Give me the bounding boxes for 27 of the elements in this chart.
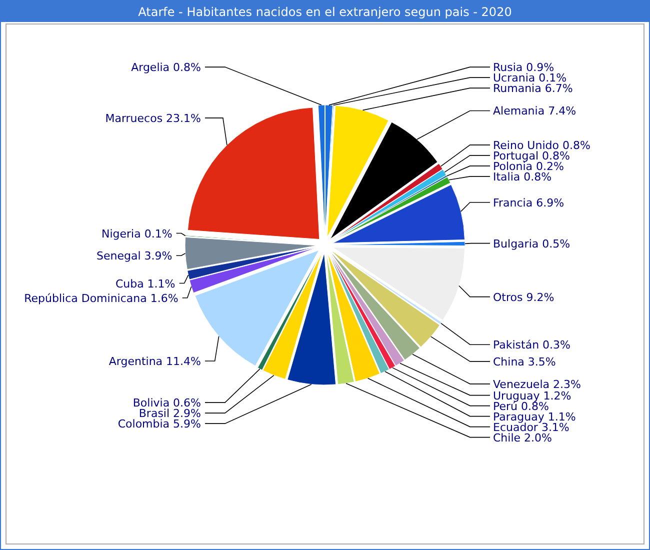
chart-title: Atarfe - Habitantes nacidos en el extranjero segun pais - 2020 xyxy=(138,5,512,19)
slice-label: Argentina 11.4% xyxy=(108,355,201,368)
slice-label: Rusia 0.9% xyxy=(493,61,554,74)
slice-label: Francia 6.9% xyxy=(493,196,564,210)
slice-label: Venezuela 2.3% xyxy=(493,378,581,391)
slice-label: Ucrania 0.1% xyxy=(493,72,567,85)
slice-label: China 3.5% xyxy=(493,355,556,368)
slice-label: Nigeria 0.1% xyxy=(102,227,172,240)
slice-label: Paraguay 1.1% xyxy=(493,410,576,424)
slice-label: Portugal 0.8% xyxy=(493,149,570,162)
slice-label: Rumania 6.7% xyxy=(493,82,573,96)
slice-label: Cuba 1.1% xyxy=(115,277,176,290)
slice-label: Marruecos 23.1% xyxy=(105,112,201,125)
slice-label: Otros 9.2% xyxy=(493,290,554,304)
slice-label: Reino Unido 0.8% xyxy=(493,138,590,152)
slice-label: Bolivia 0.6% xyxy=(132,396,201,410)
slice-label: Brasil 2.9% xyxy=(138,407,201,420)
slice-label: Colombia 5.9% xyxy=(118,418,201,431)
slice-label: Uruguay 1.2% xyxy=(493,389,572,402)
slice-label: Alemania 7.4% xyxy=(493,104,576,118)
slice-label: Pakistán 0.3% xyxy=(493,338,571,352)
slice-label: Argelia 0.8% xyxy=(131,61,201,74)
slice-label: Bulgaria 0.5% xyxy=(493,237,570,250)
slice-label: Senegal 3.9% xyxy=(96,250,172,263)
slice-label: Chile 2.0% xyxy=(493,431,552,444)
slice-label: República Dominicana 1.6% xyxy=(24,292,178,305)
slice-label: Italia 0.8% xyxy=(493,170,552,184)
